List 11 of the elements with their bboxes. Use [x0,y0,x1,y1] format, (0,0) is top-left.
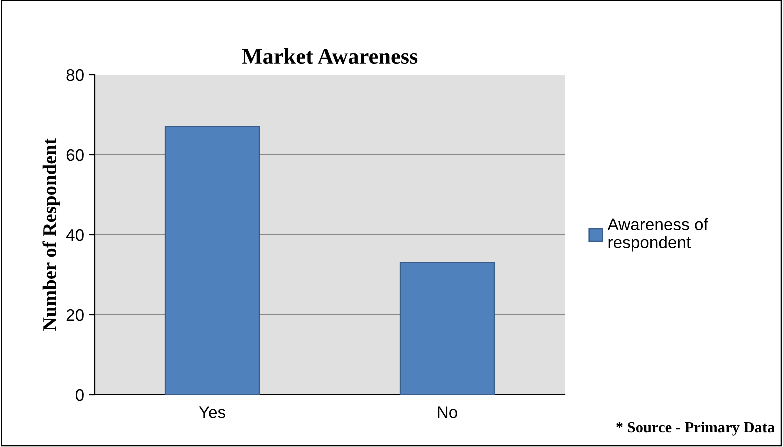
x-tick-label: Yes [199,406,226,418]
text: * Source - Primary Data [616,422,775,436]
chart-title: Market Awareness [242,48,418,64]
y-tick-label: 40 [66,229,84,242]
y-tick-label: 80 [66,69,84,82]
x-tick-label: No [438,406,458,418]
y-axis-title: Number of Respondent [42,138,60,332]
y-tick-label: 60 [66,149,84,162]
legend-label: Awareness of respondent [608,218,708,252]
y-tick-label: 0 [76,389,84,402]
y-tick-label: 20 [66,309,84,322]
